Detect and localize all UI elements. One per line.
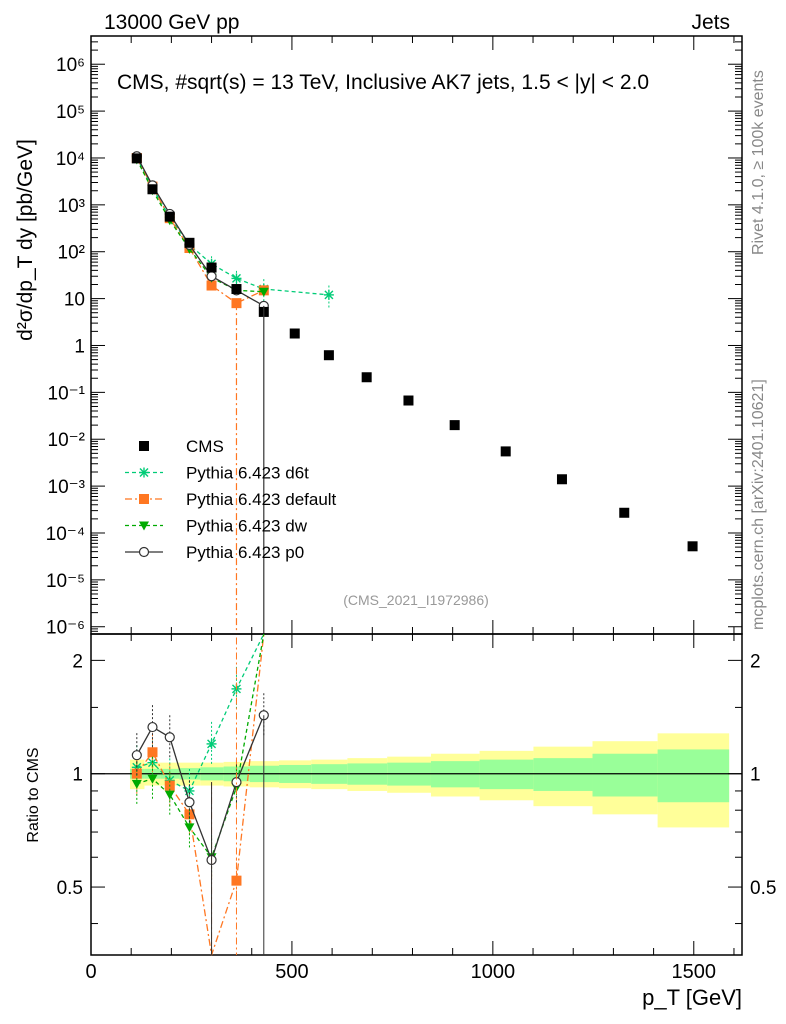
ratio-point <box>184 823 195 833</box>
ratio-point <box>206 738 217 749</box>
data-point <box>164 211 175 222</box>
ratio-line <box>136 714 265 862</box>
ratio-y-tick-label: 1 <box>750 765 761 786</box>
rivet-label: Rivet 4.1.0, ≥ 100k events <box>750 70 767 255</box>
x-tick-label: 1000 <box>471 961 516 983</box>
ratio-y-tick-label: 0.5 <box>750 878 776 899</box>
data-point <box>184 237 195 248</box>
ratio-point <box>131 779 142 789</box>
ratio-line <box>136 633 265 956</box>
ratio-point <box>184 797 195 808</box>
legend-marker <box>139 467 149 478</box>
band-inner <box>657 749 730 803</box>
ratio-y-tick-label: 1 <box>72 765 83 786</box>
legend-marker <box>139 521 149 531</box>
main-panel: CMS, #sqrt(s) = 13 TeV, Inclusive AK7 je… <box>46 35 743 639</box>
legend-label: Pythia 6.423 default <box>186 490 337 509</box>
x-tick-label: 0 <box>85 961 96 983</box>
data-point <box>206 280 217 291</box>
data-point <box>323 289 334 300</box>
main-title: CMS, #sqrt(s) = 13 TeV, Inclusive AK7 je… <box>117 71 649 94</box>
ratio-point <box>131 750 142 761</box>
data-point <box>231 273 242 284</box>
ratio-xlabel: p_T [GeV] <box>642 985 742 1010</box>
header-right: Jets <box>691 11 730 34</box>
data-point <box>323 350 334 361</box>
y-tick-label: 10² <box>58 243 85 264</box>
ratio-ylabel: Ratio to CMS <box>25 747 42 842</box>
legend-marker <box>139 441 149 451</box>
ratio-point <box>147 721 158 733</box>
y-tick-label: 10⁶ <box>56 55 85 76</box>
main-ylabel: d²σ/dp_T dy [pb/GeV] <box>14 139 37 341</box>
legend-marker <box>139 494 149 504</box>
x-tick-label: 1500 <box>672 961 717 983</box>
y-tick-label: 10 <box>64 290 85 311</box>
legend-label: CMS <box>186 437 224 456</box>
y-tick-label: 10⁴ <box>56 149 85 170</box>
data-point <box>556 474 567 485</box>
ratio-point <box>147 774 158 784</box>
y-tick-label: 10⁻¹ <box>48 383 86 404</box>
header-left: 13000 GeV pp <box>104 11 239 34</box>
band-inner <box>533 758 593 791</box>
data-point <box>206 271 217 282</box>
data-point <box>147 184 158 195</box>
data-point <box>289 328 300 339</box>
legend: CMS Pythia 6.423 d6t Pythia 6.423 default P… <box>125 437 337 562</box>
data-point <box>258 287 269 297</box>
data-point <box>131 153 142 164</box>
ratio-point <box>164 732 175 743</box>
y-tick-label: 10⁻⁶ <box>46 618 85 639</box>
ratio-y-tick-label: 2 <box>750 651 761 672</box>
y-tick-label: 1 <box>74 336 85 357</box>
series-line <box>136 155 265 307</box>
legend-marker <box>138 546 150 558</box>
ratio-point <box>164 790 175 800</box>
data-point <box>231 284 242 295</box>
ratio-y-tick-label: 2 <box>72 651 83 672</box>
data-point <box>361 372 372 383</box>
band-inner <box>479 759 534 790</box>
ratio-line <box>136 633 265 859</box>
legend-label: Pythia 6.423 p0 <box>186 543 304 562</box>
data-point <box>449 420 460 431</box>
ratio-point <box>147 747 158 758</box>
y-tick-label: 10⁻⁵ <box>46 571 85 592</box>
y-tick-label: 10⁻⁴ <box>46 524 85 545</box>
mcplots-label: mcplots.cern.ch [arXiv:2401.10621] <box>750 379 767 630</box>
data-point <box>206 262 217 273</box>
series-line <box>136 159 264 293</box>
data-point <box>403 395 414 406</box>
y-tick-label: 10⁻² <box>48 430 86 451</box>
data-point <box>619 507 630 518</box>
x-tick-label: 500 <box>275 961 308 983</box>
ratio-frame <box>90 633 743 956</box>
legend-label: Pythia 6.423 dw <box>186 517 308 536</box>
ratio-panel: 0 500 1000 1500 0.5 0.5 1 1 2 2 <box>57 633 776 983</box>
band-inner <box>592 753 658 797</box>
y-tick-label: 10⁵ <box>56 102 85 123</box>
y-tick-label: 10⁻³ <box>48 477 86 498</box>
y-tick-label: 10³ <box>58 196 85 217</box>
data-point <box>687 541 698 552</box>
main-watermark: (CMS_2021_I1972986) <box>343 592 489 608</box>
ratio-y-tick-label: 0.5 <box>57 878 83 899</box>
data-point <box>500 446 511 457</box>
legend-label: Pythia 6.423 d6t <box>186 464 309 483</box>
